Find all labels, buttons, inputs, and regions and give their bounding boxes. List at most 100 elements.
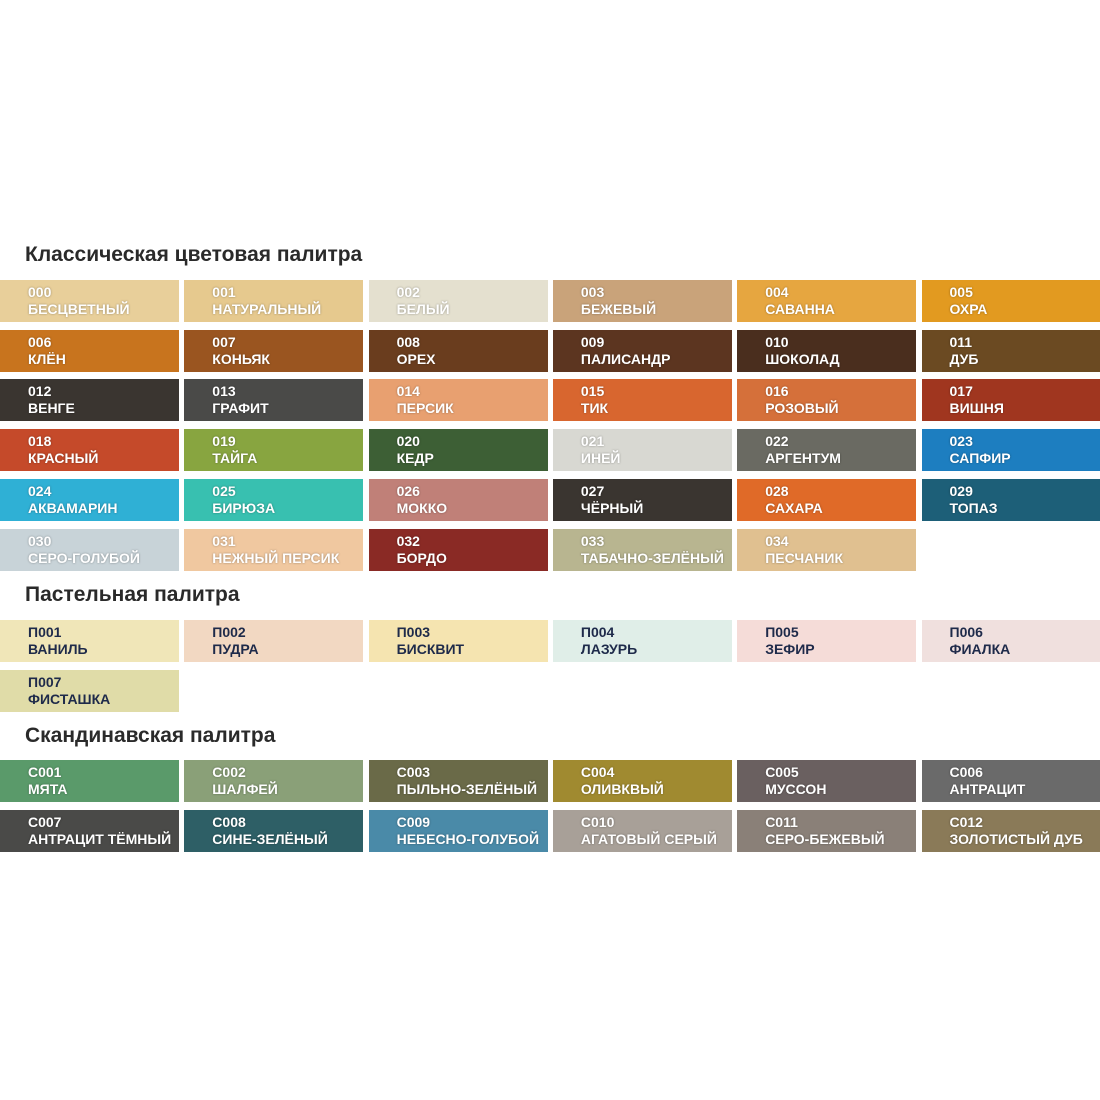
swatch-code: С010 (580, 813, 615, 830)
swatch-name: НЕБЕСНО-ГОЛУБОЙ (396, 830, 540, 847)
swatch: 023 САПФИР (921, 429, 1100, 472)
swatch-code: 033 (580, 532, 605, 549)
swatch-name: БИСКВИТ (396, 641, 465, 657)
swatch-name: ОХРА (949, 301, 988, 317)
swatch: С003 ПЫЛЬНО-ЗЕЛЁНЫЙ (368, 760, 548, 802)
swatch-code: 015 (580, 383, 605, 400)
swatch-name: ЛАЗУРЬ (580, 641, 638, 657)
swatch-name: ШОКОЛАД (765, 350, 840, 367)
swatch-name: ОРЕХ (396, 350, 436, 367)
swatch-code: С008 (212, 813, 246, 830)
swatch-code: 024 (28, 482, 52, 499)
swatch-code: 020 (396, 433, 420, 450)
swatch-code: С002 (212, 764, 246, 780)
swatch-code: П002 (212, 624, 246, 640)
swatch: П006 ФИАЛКА (921, 620, 1100, 662)
swatch-name: ГРАФИТ (212, 400, 269, 417)
swatch: 017 ВИШНЯ (921, 379, 1100, 422)
swatch: 030 СЕРО-ГОЛУБОЙ (0, 528, 179, 571)
section-title: Пастельная палитра (25, 583, 240, 606)
swatch-name: НЕЖНЫЙ ПЕРСИК (212, 549, 340, 566)
swatch: П002 ПУДРА (184, 620, 364, 662)
swatch: 014 ПЕРСИК (368, 379, 548, 422)
swatch-code: 011 (949, 333, 973, 350)
swatch-code: 002 (396, 284, 420, 300)
swatch-code: 026 (396, 482, 420, 499)
swatch: С009 НЕБЕСНО-ГОЛУБОЙ (368, 809, 548, 852)
swatch-code: 025 (212, 482, 236, 499)
swatch-name: СЕРО-БЕЖЕВЫЙ (765, 830, 885, 847)
swatch-name: ВЕНГЕ (28, 400, 75, 417)
swatch-code: 012 (28, 383, 52, 400)
swatch-name: ИНЕЙ (580, 450, 621, 467)
swatch-name: ПЕСЧАНИК (765, 549, 844, 566)
swatch-code: 021 (580, 433, 605, 450)
swatch-name: АГАТОВЫЙ СЕРЫЙ (580, 830, 717, 847)
swatch-name: ТИК (580, 400, 609, 417)
swatch: 015 ТИК (552, 379, 732, 422)
swatch-code: 001 (212, 284, 236, 300)
swatch: С012 ЗОЛОТИСТЫЙ ДУБ (921, 809, 1100, 852)
swatch-name: КРАСНЫЙ (28, 450, 99, 467)
swatch-name: САХАРА (765, 499, 823, 516)
swatch-code: 010 (765, 333, 789, 350)
swatch: 006 КЛЁН (0, 329, 179, 372)
swatch: П004 ЛАЗУРЬ (552, 620, 732, 662)
swatch: 026 МОККО (368, 478, 548, 521)
swatch-name: ДУБ (949, 350, 979, 367)
swatch-name: БОРДО (396, 549, 447, 566)
section-title: Скандинавская палитра (25, 724, 276, 747)
swatch: 009 ПАЛИСАНДР (552, 329, 732, 372)
swatch: 028 САХАРА (737, 478, 917, 521)
swatch-name: ПАЛИСАНДР (580, 350, 671, 367)
swatch-name: САПФИР (949, 450, 1011, 467)
swatch-code: С011 (765, 813, 798, 830)
swatch: 016 РОЗОВЫЙ (737, 379, 917, 422)
swatch-code: С009 (396, 813, 431, 830)
swatch: 000 БЕСЦВЕТНЫЙ (0, 280, 179, 322)
swatch-name: ТАБАЧНО-ЗЕЛЁНЫЙ (580, 549, 724, 566)
swatch-name: ПЫЛЬНО-ЗЕЛЁНЫЙ (396, 781, 538, 797)
swatch-name: ВИШНЯ (949, 400, 1004, 417)
swatch-code: 032 (396, 532, 420, 549)
swatch-name: ОЛИВКВЫЙ (580, 781, 664, 797)
swatch-name: СИНЕ-ЗЕЛЁНЫЙ (212, 830, 328, 847)
swatch-code: 022 (765, 433, 789, 450)
swatch: 032 БОРДО (368, 528, 548, 571)
swatch: 020 КЕДР (368, 429, 548, 472)
swatch-name: АНТРАЦИТ ТЁМНЫЙ (28, 830, 172, 847)
swatch-code: 014 (396, 383, 420, 400)
swatch: 012 ВЕНГЕ (0, 379, 179, 422)
swatch-code: П003 (396, 624, 431, 640)
swatch: 003 БЕЖЕВЫЙ (552, 280, 732, 322)
swatch-name: ТОПАЗ (949, 499, 998, 516)
swatch-code: 000 (28, 284, 52, 300)
section-title: Классическая цветовая палитра (25, 243, 363, 266)
swatch: 019 ТАЙГА (184, 429, 364, 472)
swatch: С002 ШАЛФЕЙ (184, 760, 364, 802)
swatch-code: 007 (212, 333, 236, 350)
swatch-code: С001 (28, 764, 62, 780)
swatch: С004 ОЛИВКВЫЙ (552, 760, 732, 802)
swatch: 008 ОРЕХ (368, 329, 548, 372)
swatch: 010 ШОКОЛАД (737, 329, 917, 372)
swatch-code: П005 (765, 624, 799, 640)
swatch: 013 ГРАФИТ (184, 379, 364, 422)
swatch-code: П004 (580, 624, 615, 640)
swatch-code: 013 (212, 383, 236, 400)
swatch: С011 СЕРО-БЕЖЕВЫЙ (737, 809, 917, 852)
swatch: С006 АНТРАЦИТ (921, 760, 1100, 802)
swatch: С007 АНТРАЦИТ ТЁМНЫЙ (0, 809, 179, 852)
swatch-name: ЧЁРНЫЙ (580, 499, 644, 516)
swatch-code: 034 (765, 532, 789, 549)
swatch-code: 019 (212, 433, 236, 450)
swatch-code: 004 (765, 284, 789, 300)
swatch-name: ТАЙГА (212, 450, 258, 467)
swatch-name: ЗЕФИР (765, 641, 815, 657)
swatch: 034 ПЕСЧАНИК (737, 528, 917, 571)
swatch: П005 ЗЕФИР (737, 620, 917, 662)
swatch-name: АРГЕНТУМ (765, 450, 841, 467)
swatch-name: МЯТА (28, 781, 68, 797)
swatch: 005 ОХРА (921, 280, 1100, 322)
swatch-name: КЛЁН (28, 350, 66, 367)
